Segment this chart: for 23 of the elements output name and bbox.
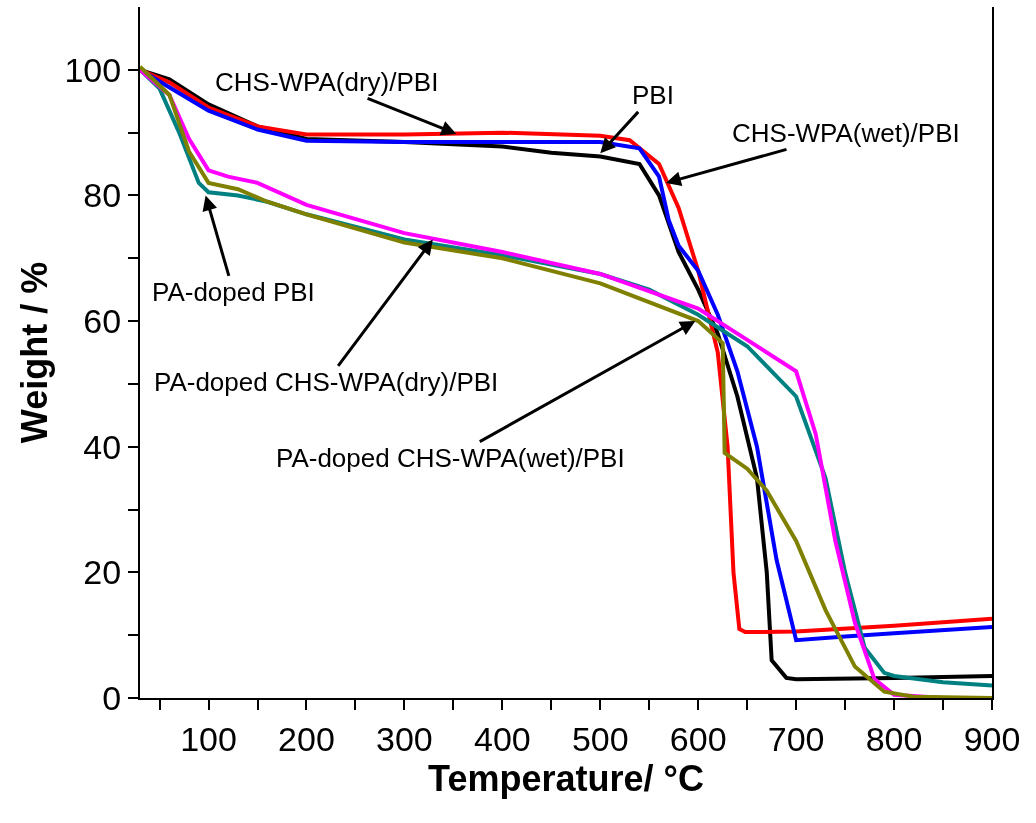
y-tick-label: 60 xyxy=(83,301,122,340)
x-tick-label: 400 xyxy=(473,719,531,758)
y-axis-title: Weight / % xyxy=(13,261,55,444)
x-tick-label: 700 xyxy=(767,719,825,758)
x-tick-label: 200 xyxy=(278,719,335,758)
y-tick-label: 80 xyxy=(83,176,122,215)
x-axis-title: Temperature/ °C xyxy=(428,757,704,799)
y-tick-label: 0 xyxy=(102,678,122,717)
annotation: PA-doped PBI xyxy=(152,277,315,307)
x-tick-label: 800 xyxy=(865,719,923,758)
x-tick-label: 600 xyxy=(669,719,727,758)
annotation: PBI xyxy=(632,80,674,110)
y-tick-label: 20 xyxy=(83,553,122,592)
annotation: CHS-WPA(dry)/PBI xyxy=(215,67,439,97)
x-tick-label: 500 xyxy=(571,719,629,758)
y-tick-label: 100 xyxy=(64,50,122,89)
x-tick-label: 900 xyxy=(963,719,1021,758)
y-tick-label: 40 xyxy=(83,427,122,466)
annotation: CHS-WPA(wet)/PBI xyxy=(732,118,960,148)
annotation: PA-doped CHS-WPA(dry)/PBI xyxy=(154,367,499,397)
x-tick-label: 300 xyxy=(376,719,433,758)
x-tick-label: 100 xyxy=(180,719,237,758)
annotation: PA-doped CHS-WPA(wet)/PBI xyxy=(276,443,625,473)
